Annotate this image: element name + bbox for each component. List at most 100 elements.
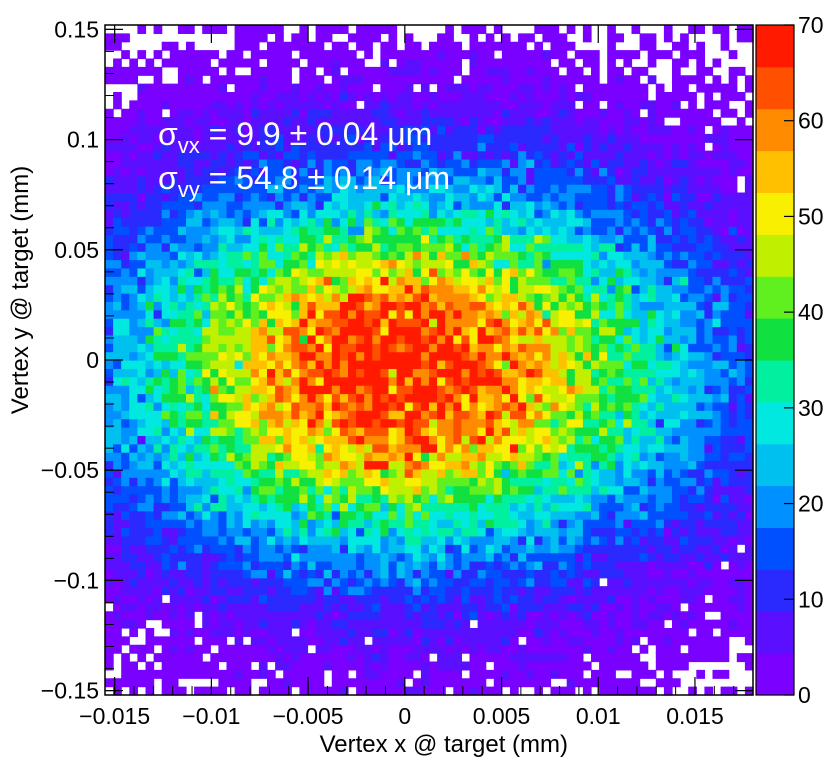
heatmap-cell [137, 301, 147, 311]
heatmap-cell [591, 510, 600, 520]
heatmap-cell [348, 251, 357, 261]
heatmap-cell [558, 301, 568, 311]
heatmap-cell [445, 200, 454, 210]
heatmap-cell [218, 267, 228, 277]
heatmap-cell [615, 175, 624, 185]
heatmap-cell [404, 58, 414, 68]
heatmap-cell [267, 385, 276, 395]
heatmap-cell [250, 309, 260, 319]
heatmap-cell [177, 326, 187, 336]
heatmap-cell [364, 410, 373, 420]
heatmap-cell [582, 226, 592, 235]
heatmap-cell [153, 234, 163, 244]
heatmap-cell [518, 125, 527, 135]
heatmap-cell [534, 92, 543, 101]
heatmap-cell [607, 92, 616, 101]
heatmap-cell [493, 117, 503, 127]
heatmap-cell [372, 75, 381, 85]
heatmap-cell [372, 334, 381, 344]
heatmap-cell [461, 200, 471, 210]
heatmap-cell [477, 519, 487, 529]
heatmap-cell [145, 175, 155, 185]
heatmap-cell [477, 125, 487, 135]
heatmap-cell [348, 435, 357, 445]
heatmap-cell [275, 410, 284, 420]
heatmap-cell [591, 644, 600, 654]
heatmap-cell [121, 209, 130, 219]
heatmap-cell [105, 133, 114, 143]
heatmap-cell [396, 267, 406, 277]
heatmap-cell [566, 619, 576, 629]
heatmap-cell [380, 401, 390, 411]
heatmap-cell [291, 184, 300, 194]
heatmap-cell [558, 435, 568, 445]
heatmap-cell [177, 58, 187, 68]
heatmap-cell [445, 435, 454, 445]
heatmap-cell [299, 284, 309, 294]
heatmap-cell [599, 200, 608, 210]
heatmap-cell [550, 108, 560, 118]
heatmap-cell [234, 217, 244, 227]
heatmap-cell [420, 669, 430, 679]
heatmap-cell [242, 108, 252, 118]
heatmap-cell [364, 75, 373, 85]
heatmap-cell [339, 410, 349, 420]
heatmap-cell [477, 334, 487, 344]
heatmap-cell [137, 535, 147, 545]
heatmap-cell [542, 594, 552, 604]
heatmap-cell [113, 58, 122, 68]
heatmap-cell [275, 100, 284, 110]
heatmap-cell [429, 594, 438, 604]
heatmap-cell [364, 92, 373, 101]
heatmap-cell [526, 427, 535, 436]
heatmap-cell [145, 301, 155, 311]
heatmap-cell [267, 477, 276, 487]
heatmap-cell [372, 385, 381, 395]
heatmap-cell [623, 510, 633, 520]
heatmap-cell [445, 301, 454, 311]
heatmap-cell [542, 25, 552, 34]
heatmap-cell [226, 284, 236, 294]
heatmap-cell [420, 611, 430, 621]
heatmap-cell [210, 293, 219, 302]
heatmap-cell [105, 519, 114, 529]
heatmap-cell [323, 184, 333, 194]
heatmap-cell [469, 209, 479, 219]
heatmap-cell [445, 242, 454, 252]
heatmap-cell [477, 611, 487, 621]
heatmap-cell [477, 577, 487, 587]
heatmap-cell [404, 75, 414, 85]
heatmap-cell [169, 125, 179, 135]
heatmap-cell [331, 485, 341, 495]
heatmap-cell [623, 117, 633, 127]
heatmap-cell [582, 401, 592, 411]
heatmap-cell [388, 502, 398, 512]
heatmap-cell [234, 301, 244, 311]
heatmap-cell [461, 628, 471, 637]
heatmap-cell [137, 66, 147, 76]
heatmap-cell [453, 653, 462, 663]
heatmap-cell [113, 217, 122, 227]
heatmap-cell [348, 334, 357, 344]
heatmap-cell [404, 401, 414, 411]
heatmap-cell [566, 276, 576, 286]
heatmap-cell [186, 301, 195, 311]
heatmap-cell [615, 510, 624, 520]
heatmap-cell [550, 92, 560, 101]
heatmap-cell [242, 628, 252, 637]
heatmap-cell [356, 66, 365, 76]
heatmap-cell [137, 293, 147, 302]
heatmap-cell [105, 594, 114, 604]
heatmap-cell [453, 234, 462, 244]
heatmap-cell [542, 242, 552, 252]
heatmap-cell [526, 326, 535, 336]
heatmap-cell [258, 242, 268, 252]
heatmap-cell [396, 301, 406, 311]
heatmap-cell [250, 435, 260, 445]
heatmap-cell [445, 519, 454, 529]
heatmap-cell [299, 167, 309, 177]
heatmap-cell [364, 217, 373, 227]
heatmap-cell [234, 117, 244, 127]
heatmap-cell [574, 293, 584, 302]
heatmap-cell [445, 66, 454, 76]
